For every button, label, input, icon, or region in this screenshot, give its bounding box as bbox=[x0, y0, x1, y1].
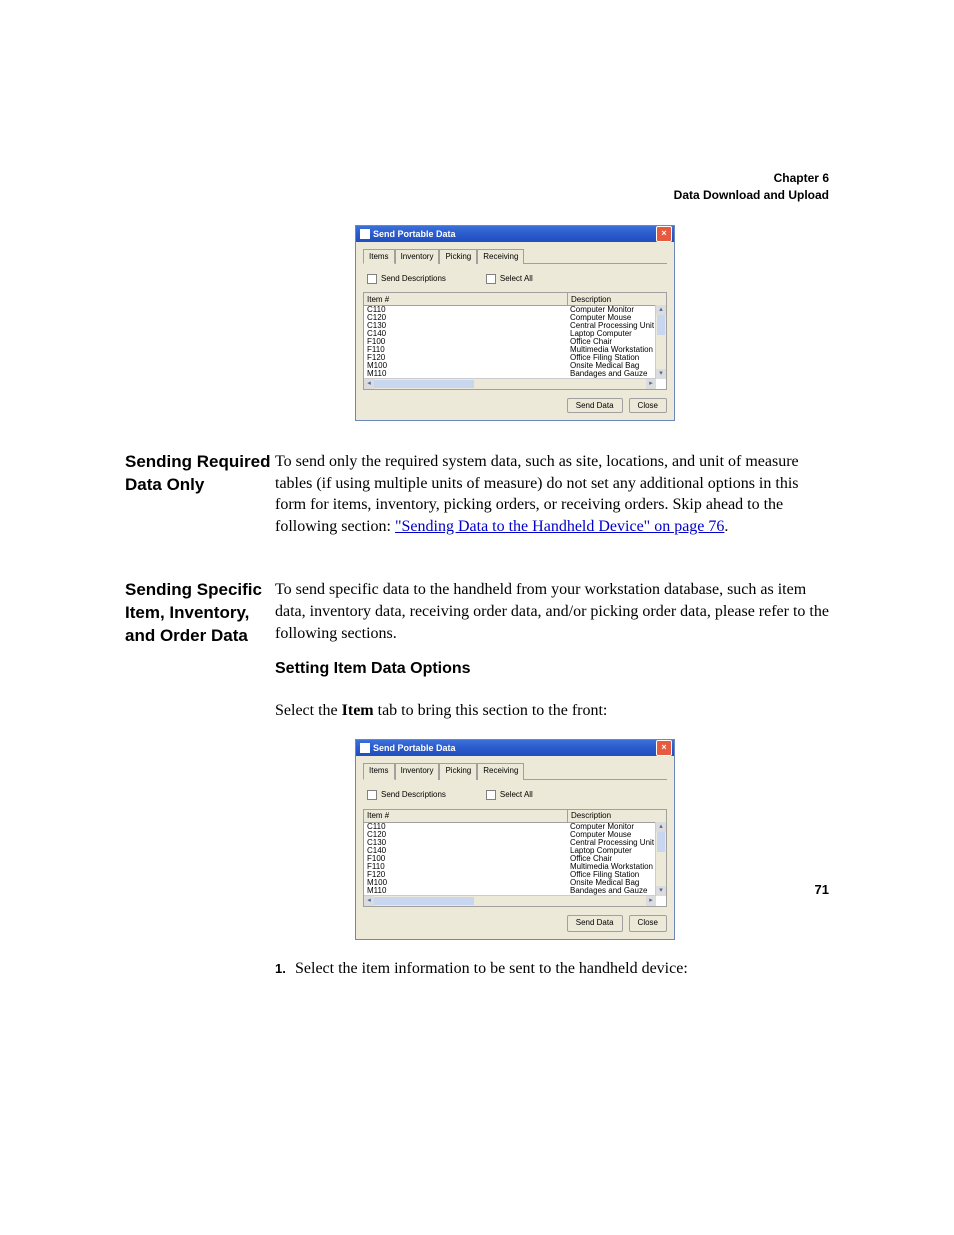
checkbox-select-all[interactable]: Select All bbox=[486, 274, 533, 284]
cell-item[interactable]: M100 bbox=[367, 879, 567, 887]
app-icon bbox=[360, 743, 370, 753]
cell-item[interactable]: C140 bbox=[367, 330, 567, 338]
column-header-item[interactable]: Item # bbox=[364, 293, 568, 305]
step-text: Select the item information to be sent t… bbox=[295, 960, 688, 977]
scroll-left-icon[interactable]: ◂ bbox=[364, 896, 374, 906]
close-button[interactable]: Close bbox=[629, 915, 667, 932]
options-row: Send Descriptions Select All bbox=[363, 786, 667, 809]
main-content: Send Portable Data × Items Inventory Pic… bbox=[125, 225, 829, 979]
cell-item[interactable]: F120 bbox=[367, 354, 567, 362]
grid-body: C110 C120 C130 C140 F100 F110 F120 M100 … bbox=[364, 306, 666, 378]
cell-item[interactable]: M100 bbox=[367, 362, 567, 370]
tab-strip: Items Inventory Picking Receiving bbox=[363, 248, 667, 264]
tab-inventory[interactable]: Inventory bbox=[395, 249, 440, 264]
cell-item[interactable]: C120 bbox=[367, 831, 567, 839]
tab-picking[interactable]: Picking bbox=[439, 249, 477, 264]
cell-item[interactable]: C110 bbox=[367, 823, 567, 831]
dialog-window: Send Portable Data × Items Inventory Pic… bbox=[355, 225, 675, 421]
step-number: 1. bbox=[275, 960, 295, 978]
numbered-step: 1.Select the item information to be sent… bbox=[275, 958, 829, 980]
paragraph: Select the Item tab to bring this sectio… bbox=[275, 700, 829, 722]
cell-item[interactable]: C110 bbox=[367, 306, 567, 314]
items-grid[interactable]: Item # Description C110 C120 C130 C140 F… bbox=[363, 292, 667, 390]
subsection-heading: Setting Item Data Options bbox=[275, 658, 829, 680]
cell-item[interactable]: C130 bbox=[367, 839, 567, 847]
button-row: Send Data Close bbox=[363, 398, 667, 413]
scroll-up-icon[interactable]: ▴ bbox=[656, 305, 666, 315]
column-header-item[interactable]: Item # bbox=[364, 810, 568, 822]
document-page: Chapter 6 Data Download and Upload Send … bbox=[0, 0, 954, 1067]
chapter-title: Data Download and Upload bbox=[674, 187, 829, 204]
page-number: 71 bbox=[815, 882, 829, 897]
tab-strip: Items Inventory Picking Receiving bbox=[363, 762, 667, 780]
vertical-scrollbar[interactable]: ▴ ▾ bbox=[655, 822, 666, 896]
section-heading: Sending Required Data Only bbox=[125, 451, 275, 497]
tab-items[interactable]: Items bbox=[363, 763, 395, 780]
scroll-left-icon[interactable]: ◂ bbox=[364, 379, 374, 389]
paragraph: To send only the required system data, s… bbox=[275, 451, 829, 537]
window-title: Send Portable Data bbox=[373, 229, 456, 239]
send-data-button[interactable]: Send Data bbox=[567, 915, 623, 932]
section-required-data: Sending Required Data Only To send only … bbox=[125, 451, 829, 551]
paragraph: To send specific data to the handheld fr… bbox=[275, 579, 829, 644]
scroll-down-icon[interactable]: ▾ bbox=[656, 886, 666, 896]
cell-item[interactable]: F110 bbox=[367, 863, 567, 871]
section-heading: Sending Specific Item, Inventory, and Or… bbox=[125, 579, 275, 648]
close-icon[interactable]: × bbox=[656, 740, 672, 756]
cell-item[interactable]: F100 bbox=[367, 855, 567, 863]
scroll-right-icon[interactable]: ▸ bbox=[646, 379, 656, 389]
scroll-thumb[interactable] bbox=[374, 897, 474, 905]
scroll-thumb[interactable] bbox=[657, 315, 665, 335]
close-icon[interactable]: × bbox=[656, 226, 672, 242]
tab-picking[interactable]: Picking bbox=[439, 763, 477, 780]
cross-reference-link[interactable]: "Sending Data to the Handheld Device" on… bbox=[395, 518, 724, 535]
scroll-thumb[interactable] bbox=[374, 380, 474, 388]
window-title: Send Portable Data bbox=[373, 742, 456, 754]
section-specific-data: Sending Specific Item, Inventory, and Or… bbox=[125, 579, 829, 979]
grid-body: C110 C120 C130 C140 F100 F110 F120 M100 bbox=[364, 823, 666, 895]
column-header-description[interactable]: Description bbox=[568, 810, 666, 822]
cell-item[interactable]: M110 bbox=[367, 370, 567, 378]
cell-item[interactable]: F100 bbox=[367, 338, 567, 346]
tab-receiving[interactable]: Receiving bbox=[477, 249, 524, 264]
horizontal-scrollbar[interactable]: ◂ ▸ bbox=[364, 895, 656, 906]
vertical-scrollbar[interactable]: ▴ ▾ bbox=[655, 305, 666, 379]
button-row: Send Data Close bbox=[363, 915, 667, 932]
tab-inventory[interactable]: Inventory bbox=[395, 763, 440, 780]
cell-item[interactable]: F110 bbox=[367, 346, 567, 354]
tab-items[interactable]: Items bbox=[363, 249, 395, 264]
window-titlebar: Send Portable Data × bbox=[356, 740, 674, 756]
column-header-description[interactable]: Description bbox=[568, 293, 666, 305]
window-body: Items Inventory Picking Receiving Send D… bbox=[356, 756, 674, 939]
scroll-up-icon[interactable]: ▴ bbox=[656, 822, 666, 832]
window-titlebar: Send Portable Data × bbox=[356, 226, 674, 242]
scroll-thumb[interactable] bbox=[657, 832, 665, 852]
cell-item[interactable]: C130 bbox=[367, 322, 567, 330]
options-row: Send Descriptions Select All bbox=[363, 270, 667, 292]
window-body: Items Inventory Picking Receiving Send D… bbox=[356, 242, 674, 420]
cell-item[interactable]: M110 bbox=[367, 887, 567, 895]
cell-item[interactable]: C140 bbox=[367, 847, 567, 855]
horizontal-scrollbar[interactable]: ◂ ▸ bbox=[364, 378, 656, 389]
dialog-window: Send Portable Data × Items Inventory Pic… bbox=[355, 739, 675, 940]
close-button[interactable]: Close bbox=[629, 398, 667, 413]
screenshot-figure-2: Send Portable Data × Items Inventory Pic… bbox=[355, 739, 829, 940]
section-body: To send specific data to the handheld fr… bbox=[275, 579, 829, 979]
section-body: To send only the required system data, s… bbox=[275, 451, 829, 551]
checkbox-send-descriptions[interactable]: Send Descriptions bbox=[367, 274, 446, 284]
running-header: Chapter 6 Data Download and Upload bbox=[674, 170, 829, 204]
checkbox-select-all[interactable]: Select All bbox=[486, 790, 533, 801]
send-data-button[interactable]: Send Data bbox=[567, 398, 623, 413]
scroll-down-icon[interactable]: ▾ bbox=[656, 369, 666, 379]
cell-item[interactable]: F120 bbox=[367, 871, 567, 879]
screenshot-figure-1: Send Portable Data × Items Inventory Pic… bbox=[355, 225, 829, 421]
scroll-right-icon[interactable]: ▸ bbox=[646, 896, 656, 906]
tab-receiving[interactable]: Receiving bbox=[477, 763, 524, 780]
checkbox-send-descriptions[interactable]: Send Descriptions bbox=[367, 790, 446, 801]
app-icon bbox=[360, 229, 370, 239]
cell-item[interactable]: C120 bbox=[367, 314, 567, 322]
chapter-label: Chapter 6 bbox=[674, 170, 829, 187]
items-grid[interactable]: Item # Description C110 C120 C130 C140 bbox=[363, 809, 667, 907]
